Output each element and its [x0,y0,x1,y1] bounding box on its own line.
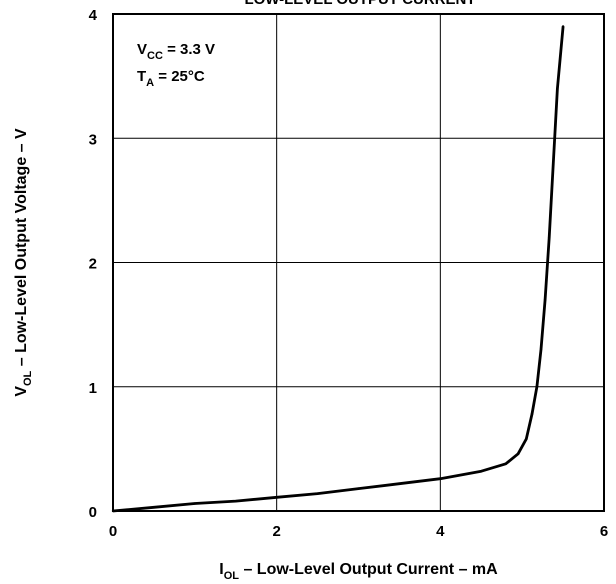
data-point [556,87,559,90]
data-point [552,161,555,165]
data-point [543,298,547,301]
x-tick-label: 0 [109,523,117,540]
data-point [193,502,197,505]
data-point [316,492,319,495]
data-point [234,499,237,503]
series-layer [111,25,565,513]
data-point [535,385,539,388]
condition-annotations: VCC = 3.3 V TA = 25°C [137,41,215,89]
grid [112,13,605,512]
data-point [111,509,115,513]
condition-annotation: TA = 25°C [137,68,205,89]
chart-title: LOW-LEVEL OUTPUT CURRENT [244,0,475,8]
data-point [530,412,534,416]
y-tick-label: 0 [89,504,97,521]
x-axis-title: IOL – Low-Level Output Current – mA [219,561,498,582]
x-tick-label: 6 [600,523,608,540]
plot-frame [112,13,605,512]
condition-annotation: VCC = 3.3 V [137,41,215,62]
y-tick-label: 3 [89,131,97,148]
data-point [525,437,528,441]
data-point [275,496,278,499]
y-tick-label: 1 [89,380,97,397]
series-line [112,26,565,513]
y-axis-title: VOL – Low-Level Output Voltage – V [13,128,34,397]
data-point [398,482,401,485]
data-point [547,236,551,239]
data-point [516,452,520,456]
data-point [561,25,565,28]
data-point [357,487,360,490]
y-tick-label: 4 [89,7,98,24]
data-point [480,470,483,473]
data-point [152,506,156,509]
data-point [439,477,442,480]
x-tick-label: 4 [436,523,445,540]
data-point [504,462,507,465]
tick-labels: 0 2 4 6 0 1 2 3 4 [89,7,609,540]
y-tick-label: 2 [89,256,97,273]
data-point [539,348,543,351]
x-tick-label: 2 [272,523,280,540]
